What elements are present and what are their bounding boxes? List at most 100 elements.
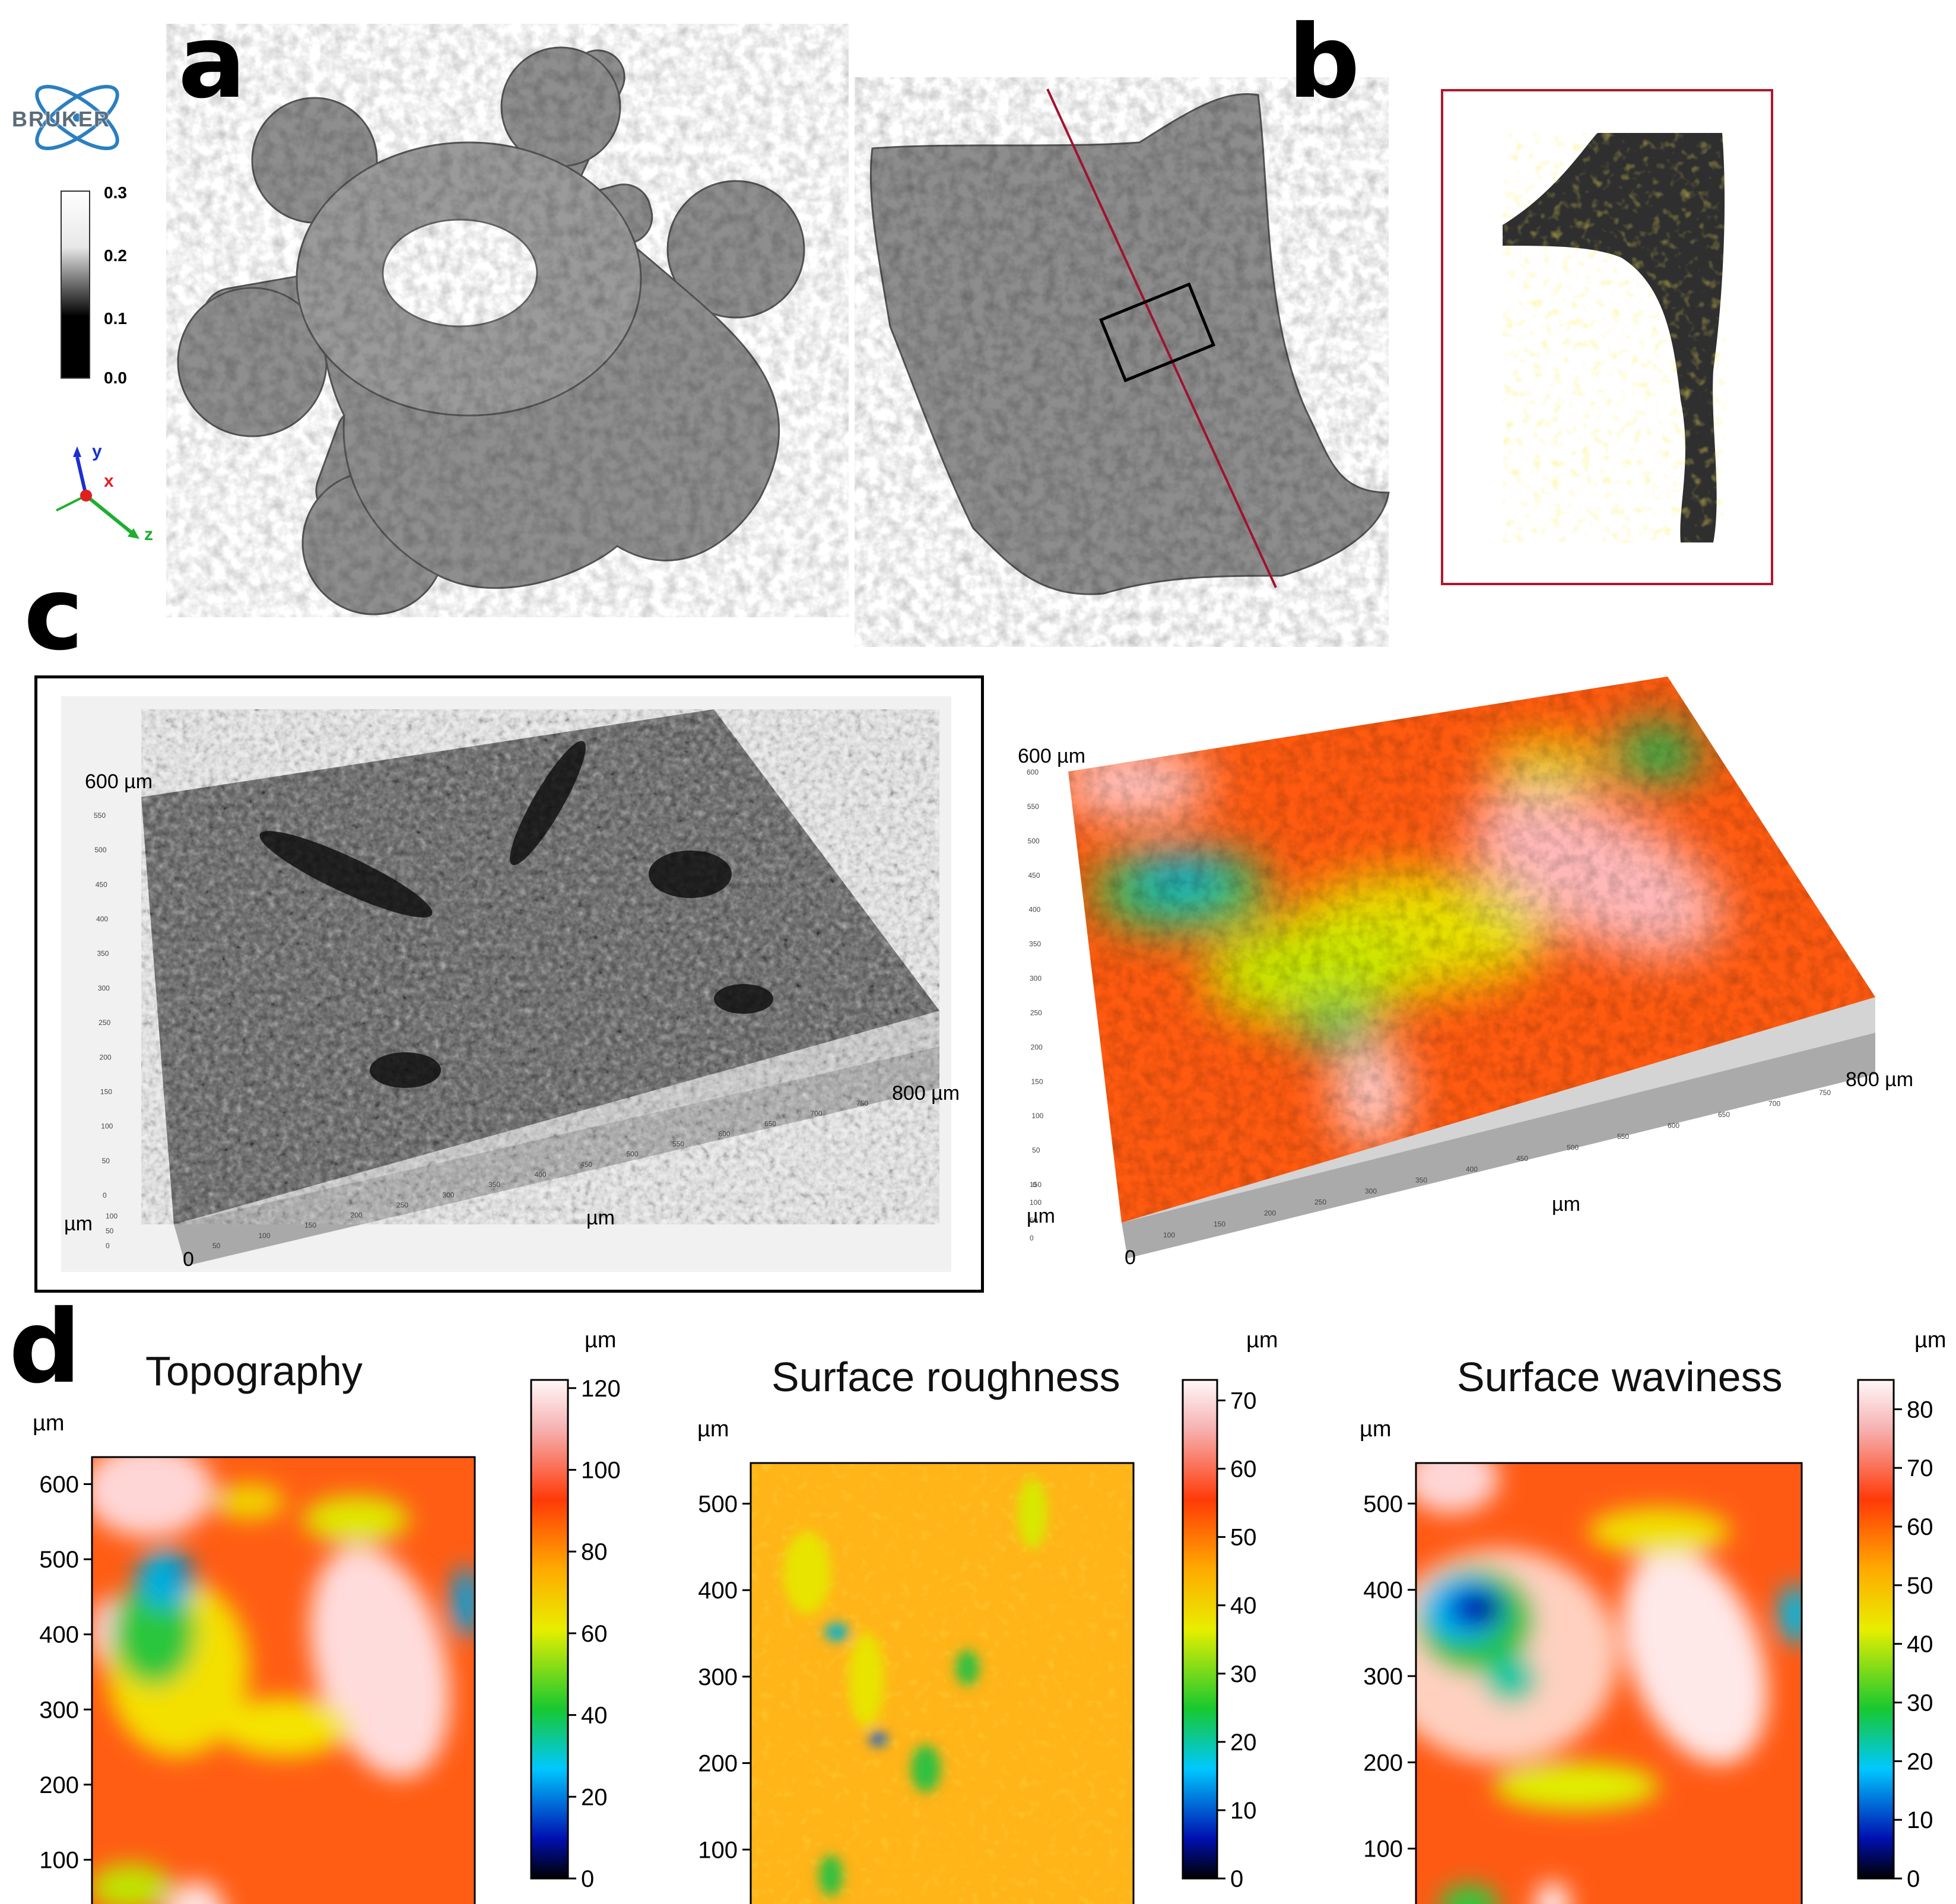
scaffold-3d-render xyxy=(166,24,849,617)
y-tick-label: 400 xyxy=(39,1622,79,1648)
density-tick: 0.2 xyxy=(104,246,127,265)
y-tick-label: 300 xyxy=(39,1697,79,1723)
cbar-tick-label: 60 xyxy=(581,1621,608,1647)
c-y-tick: 100 xyxy=(101,1122,113,1131)
scaffold-section-render xyxy=(855,77,1390,647)
surface-3d-grayscale: 600 µm 800 µm µm µm 0 550500450400350300… xyxy=(61,696,960,1272)
y-tick-label: 300 xyxy=(1363,1664,1403,1690)
c-x-tick: 200 xyxy=(351,1211,363,1220)
cbar-tick-label: 0 xyxy=(1230,1866,1243,1892)
c-y-tick: 150 xyxy=(100,1087,112,1096)
rough-y-unit: µm xyxy=(697,1417,729,1442)
triad-y-label: y xyxy=(92,442,102,461)
c-right-origin: 0 xyxy=(1125,1246,1136,1269)
y-tick-label: 100 xyxy=(1363,1836,1403,1862)
y-tick-label: 500 xyxy=(698,1491,738,1517)
c-y-tick: 500 xyxy=(94,846,106,854)
c-left-z-unit: µm xyxy=(64,1213,93,1235)
waviness-map: µm µm 50040030020010000200400600 µm 8070… xyxy=(1360,1328,1947,1904)
axes-triad-icon: y x z xyxy=(56,442,153,544)
cbar-tick-label: 60 xyxy=(1230,1456,1257,1483)
cbar-tick-label: 30 xyxy=(1907,1690,1933,1716)
region-of-interest-box xyxy=(1098,282,1216,383)
cbar-tick-label: 20 xyxy=(581,1784,608,1810)
cbar-tick-label: 50 xyxy=(1907,1573,1933,1599)
c-y-tick: 450 xyxy=(1028,871,1040,880)
panel-c-right: 600 µm 800 µm µm µm 0 600 550 500 450 400 350… xyxy=(1003,665,1913,1282)
c-x-tick: 100 xyxy=(259,1232,271,1240)
wav-y-unit: µm xyxy=(1360,1417,1392,1442)
c-x-tick: 450 xyxy=(1516,1154,1528,1163)
section-cut-line xyxy=(1046,88,1277,588)
panel-c-left-frame: 600 µm 800 µm µm µm 0 550 500 450 400 350 300… xyxy=(34,675,984,1293)
cbar-tick-label: 0 xyxy=(581,1866,594,1892)
c-left-origin: 0 xyxy=(183,1248,194,1271)
c-z-tick: 100 xyxy=(106,1212,118,1220)
c-left-x-unit: µm xyxy=(586,1207,615,1229)
c-y-tick: 250 xyxy=(99,1018,110,1027)
c-y-tick: 600 xyxy=(1027,768,1039,776)
c-x-tick: 300 xyxy=(443,1191,455,1199)
cbar-tick-label: 70 xyxy=(1907,1455,1933,1481)
cbar-tick-label: 40 xyxy=(1907,1632,1933,1658)
density-colorbar: 0.3 0.2 0.1 0.0 xyxy=(61,183,127,387)
topography-title: Topography xyxy=(145,1348,363,1394)
c-y-tick: 200 xyxy=(100,1053,112,1061)
cbar-tick-label: 80 xyxy=(1907,1397,1933,1423)
panel-label-d: d xyxy=(9,1289,81,1406)
c-y-tick: 50 xyxy=(1032,1146,1040,1154)
c-z-tick: 150 xyxy=(1030,1181,1041,1189)
c-y-tick: 350 xyxy=(97,950,109,958)
c-z-tick: 0 xyxy=(106,1242,110,1250)
y-tick-label: 100 xyxy=(39,1847,79,1873)
surface-3d-color: 600 µm 800 µm µm µm 0 600550500450400350… xyxy=(1018,677,1913,1269)
cbar-tick-label: 120 xyxy=(581,1376,621,1402)
c-y-tick: 250 xyxy=(1030,1008,1042,1017)
c-y-tick: 400 xyxy=(96,915,108,924)
c-right-z-unit: µm xyxy=(1027,1205,1055,1227)
y-tick-label: 200 xyxy=(698,1751,738,1777)
y-tick-label: 100 xyxy=(698,1837,738,1863)
waviness-title: Surface waviness xyxy=(1457,1354,1783,1400)
cbar-tick-label: 50 xyxy=(1230,1525,1257,1551)
c-x-tick: 150 xyxy=(1214,1220,1225,1229)
density-tick: 0.3 xyxy=(104,183,127,202)
y-tick-label: 600 xyxy=(39,1472,79,1498)
cbar-tick-label: 20 xyxy=(1907,1748,1933,1775)
y-tick-label: 500 xyxy=(1363,1491,1403,1517)
c-y-tick: 550 xyxy=(1027,802,1039,811)
cbar-tick-label: 10 xyxy=(1230,1798,1257,1824)
c-z-tick: 50 xyxy=(1030,1216,1038,1224)
c-x-tick: 600 xyxy=(1668,1121,1679,1129)
c-left-right-label: 800 µm xyxy=(892,1082,960,1105)
c-x-tick: 150 xyxy=(304,1221,316,1230)
c-x-tick: 500 xyxy=(627,1150,639,1159)
cbar-tick-label: 0 xyxy=(1907,1866,1920,1892)
c-z-tick: 50 xyxy=(106,1227,114,1235)
wav-cbar-unit: µm xyxy=(1914,1328,1947,1353)
cbar-tick-label: 40 xyxy=(581,1703,608,1729)
cbar-tick-label: 80 xyxy=(581,1539,608,1565)
density-tick: 0.0 xyxy=(104,369,127,387)
cbar-tick-label: 30 xyxy=(1230,1661,1257,1687)
c-x-tick: 250 xyxy=(396,1201,408,1209)
c-x-tick: 50 xyxy=(212,1242,221,1250)
c-x-tick: 200 xyxy=(1264,1209,1276,1217)
topo-y-unit: µm xyxy=(33,1411,65,1436)
cbar-tick-label: 100 xyxy=(581,1457,621,1483)
c-right-x-unit: µm xyxy=(1552,1193,1580,1216)
y-tick-label: 200 xyxy=(1363,1750,1403,1776)
c-x-tick: 500 xyxy=(1567,1143,1579,1151)
bruker-logo: BRUKER xyxy=(9,83,145,154)
c-x-tick: 450 xyxy=(580,1160,592,1169)
triad-x-label: x xyxy=(104,471,114,491)
c-x-tick: 750 xyxy=(856,1099,868,1108)
c-x-tick: 350 xyxy=(488,1181,500,1189)
topography-map: µm µm 60050040030020010000200400600800 µ… xyxy=(33,1328,621,1904)
c-x-tick: 100 xyxy=(1163,1231,1175,1239)
y-tick-label: 300 xyxy=(698,1664,738,1690)
c-x-tick: 400 xyxy=(535,1170,547,1179)
y-tick-label: 200 xyxy=(39,1772,79,1798)
cbar-tick-label: 60 xyxy=(1907,1514,1933,1540)
c-x-tick: 700 xyxy=(1768,1099,1780,1108)
